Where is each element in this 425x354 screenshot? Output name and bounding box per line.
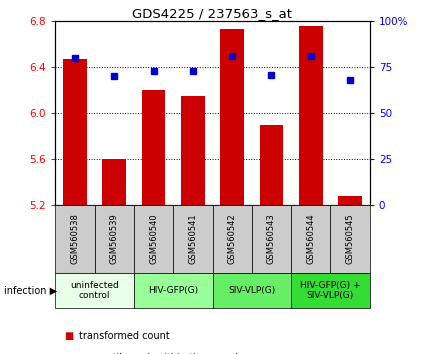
Title: GDS4225 / 237563_s_at: GDS4225 / 237563_s_at: [133, 7, 292, 20]
Bar: [291, 273, 370, 308]
Bar: [212, 273, 291, 308]
Bar: [220, 29, 244, 205]
Text: GSM560543: GSM560543: [267, 213, 276, 264]
Text: infection ▶: infection ▶: [4, 285, 57, 295]
Bar: [94, 205, 134, 273]
Bar: [331, 205, 370, 273]
Text: HIV-GFP(G): HIV-GFP(G): [148, 286, 198, 295]
Bar: [102, 159, 126, 205]
Bar: [181, 96, 204, 205]
Text: ■: ■: [64, 331, 73, 341]
Bar: [291, 205, 331, 273]
Bar: [173, 205, 212, 273]
Text: GSM560542: GSM560542: [228, 213, 237, 264]
Text: GSM560541: GSM560541: [188, 213, 197, 264]
Bar: [134, 205, 173, 273]
Bar: [142, 90, 165, 205]
Text: transformed count: transformed count: [79, 331, 170, 341]
Text: GSM560545: GSM560545: [346, 213, 354, 264]
Bar: [252, 205, 291, 273]
Text: SIV-VLP(G): SIV-VLP(G): [228, 286, 275, 295]
Bar: [63, 59, 87, 205]
Text: GSM560540: GSM560540: [149, 213, 158, 264]
Bar: [260, 125, 283, 205]
Text: GSM560539: GSM560539: [110, 213, 119, 264]
Text: percentile rank within the sample: percentile rank within the sample: [79, 353, 244, 354]
Bar: [212, 205, 252, 273]
Bar: [338, 196, 362, 205]
Text: ■: ■: [64, 353, 73, 354]
Bar: [55, 205, 94, 273]
Bar: [299, 26, 323, 205]
Text: GSM560544: GSM560544: [306, 213, 315, 264]
Text: HIV-GFP(G) +
SIV-VLP(G): HIV-GFP(G) + SIV-VLP(G): [300, 281, 361, 300]
Text: GSM560538: GSM560538: [71, 213, 79, 264]
Bar: [134, 273, 212, 308]
Bar: [55, 273, 134, 308]
Text: uninfected
control: uninfected control: [70, 281, 119, 300]
